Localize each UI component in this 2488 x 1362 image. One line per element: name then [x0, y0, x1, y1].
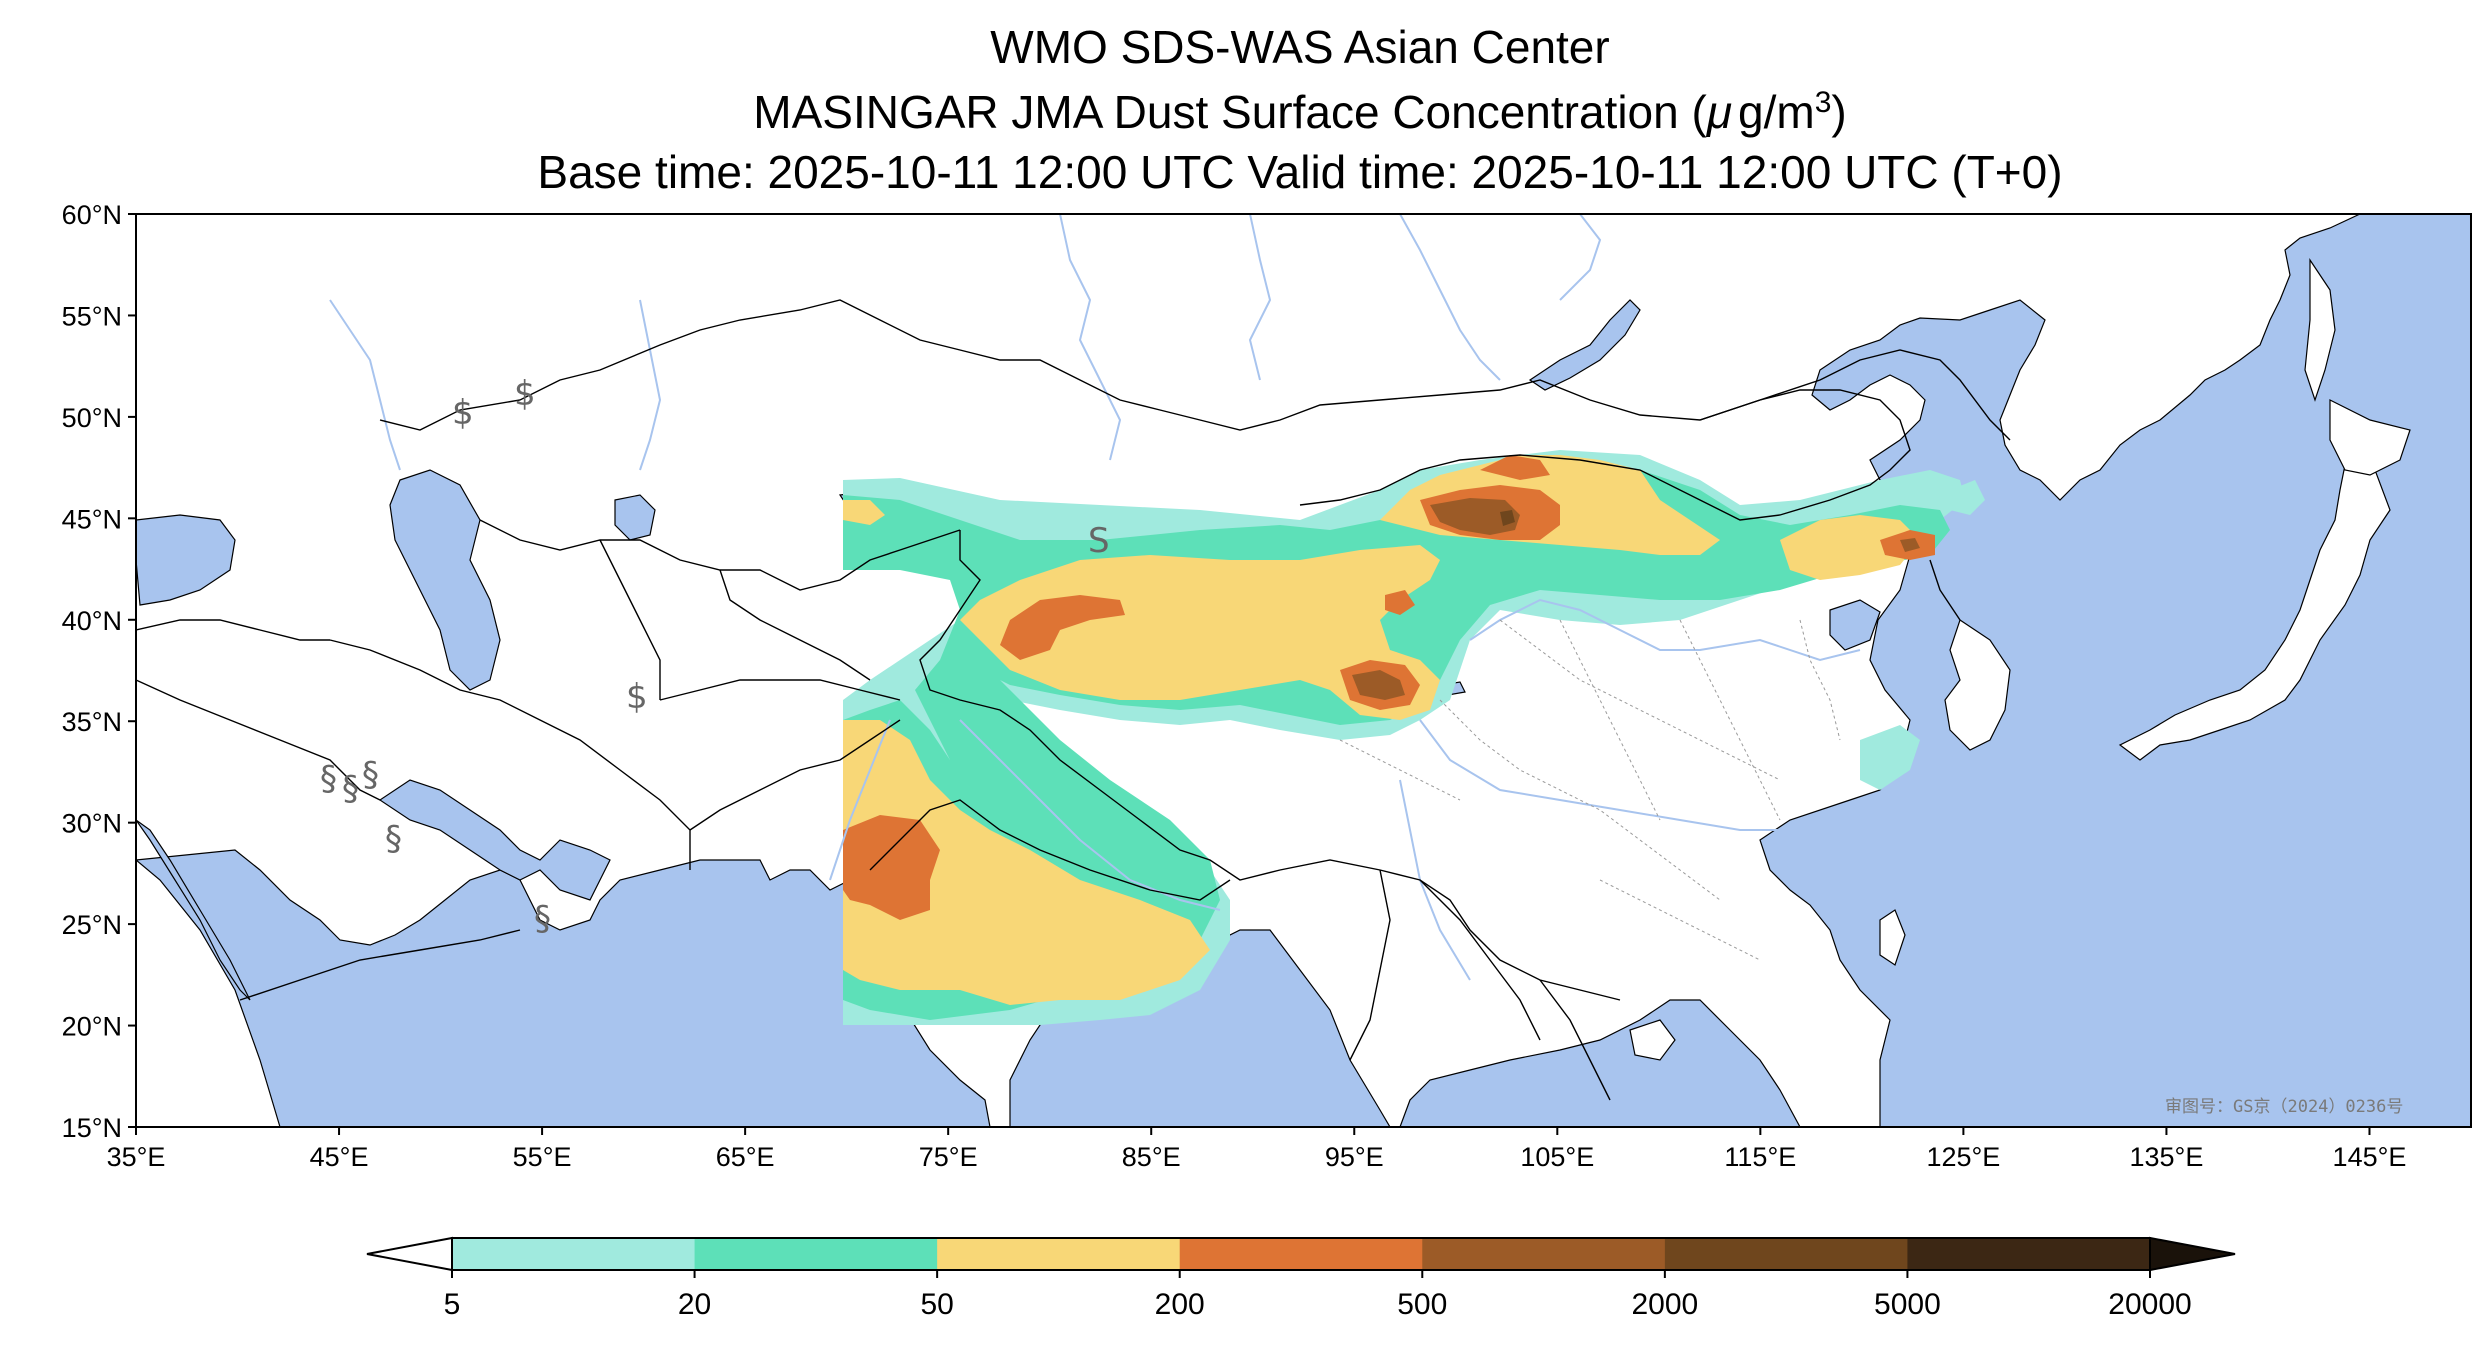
latitude-axis: 60°N 55°N 50°N 45°N 40°N 35°N 30°N 25°N 20°N 15°N — [62, 200, 136, 1143]
svg-text:$: $ — [514, 374, 536, 414]
pakistan-border — [689, 719, 901, 831]
lat-tick-label: 40°N — [62, 606, 122, 636]
province-borders — [1339, 619, 1841, 961]
persian-gulf — [378, 779, 611, 901]
lon-tick-label: 125°E — [1926, 1142, 2000, 1172]
lat-tick-label: 35°N — [62, 707, 122, 737]
lon-tick-label: 105°E — [1520, 1142, 1594, 1172]
svg-text:§: § — [362, 755, 379, 795]
colorbar-extend-high — [2149, 1236, 2236, 1272]
review-number: 审图号：GS京（2024）0236号 — [2165, 1097, 2403, 1117]
korea — [1944, 619, 2011, 751]
seasia-borders — [1349, 869, 1611, 1101]
korea-border — [1929, 559, 1961, 621]
arabia-south-border — [239, 929, 521, 1001]
taiwan — [1879, 909, 1906, 966]
colorbar-segment — [1179, 1238, 1423, 1270]
sakhalin — [2304, 258, 2336, 402]
colorbar-segment — [694, 1238, 938, 1270]
lat-tick-label: 60°N — [62, 200, 122, 230]
lon-tick-label: 45°E — [310, 1142, 369, 1172]
colorbar-extend-low — [366, 1236, 453, 1272]
lon-tick-label: 115°E — [1724, 1142, 1796, 1172]
map-frame — [135, 213, 2472, 1128]
colorbar-tick-label: 50 — [920, 1288, 953, 1321]
caspian-sea — [389, 469, 501, 691]
colorbar-segment — [1664, 1238, 1908, 1270]
svg-text:§: § — [342, 769, 359, 809]
longitude-axis: 35°E 45°E 55°E 65°E 75°E 85°E 95°E 105°E 115°E 12… — [107, 1127, 2407, 1172]
colorbar-segment — [1422, 1238, 1666, 1270]
lat-tick-label: 50°N — [62, 403, 122, 433]
mongolia-border — [1299, 389, 1911, 521]
china-west-border — [919, 530, 1621, 1001]
lon-tick-label: 35°E — [107, 1142, 166, 1172]
russia-south-border — [379, 299, 2011, 441]
india-border — [869, 799, 1231, 901]
colorbar-tick-label: 20 — [678, 1288, 711, 1321]
lat-tick-label: 55°N — [62, 301, 122, 331]
colorbar-outline — [451, 1237, 2151, 1271]
lon-tick-label: 65°E — [716, 1142, 775, 1172]
colorbar-tick-label: 20000 — [2108, 1288, 2191, 1321]
turkey-border — [136, 619, 330, 641]
colorbar-tick-label: 200 — [1155, 1288, 1205, 1321]
colorbar-tick-label: 5 — [444, 1288, 461, 1321]
red-sea — [136, 819, 251, 1001]
svg-text:§: § — [320, 759, 337, 799]
lat-tick-label: 30°N — [62, 809, 122, 839]
bohai-sea — [1829, 599, 1881, 651]
svg-text:§: § — [534, 899, 551, 939]
svg-text:S: S — [1088, 521, 1110, 561]
lon-tick-label: 85°E — [1122, 1142, 1181, 1172]
arabia-border — [136, 679, 381, 801]
lon-tick-label: 95°E — [1325, 1142, 1384, 1172]
map-area: $ $ $ S § § § § § — [136, 214, 2471, 1127]
dust-level-5-east — [1860, 480, 1985, 790]
colorbar-tick-label: 500 — [1397, 1288, 1447, 1321]
iran-border — [329, 639, 691, 870]
lon-tick-label: 135°E — [2130, 1142, 2204, 1172]
lon-tick-label: 145°E — [2333, 1142, 2407, 1172]
colorbar-segment — [1907, 1238, 2151, 1270]
afghanistan-border — [659, 679, 901, 701]
dust-level-50 — [843, 455, 1920, 1005]
ocean-layer — [136, 214, 2471, 1127]
svg-text:§: § — [385, 819, 402, 859]
map-glyph-marks: $ $ $ S § § § § § — [320, 374, 1110, 939]
lon-tick-label: 75°E — [919, 1142, 978, 1172]
svg-text:$: $ — [626, 677, 648, 717]
title-line-2: MASINGAR JMA Dust Surface Concentration … — [753, 86, 1846, 139]
lat-tick-label: 25°N — [62, 910, 122, 940]
lat-tick-label: 20°N — [62, 1012, 122, 1042]
lat-tick-label: 15°N — [62, 1113, 122, 1143]
colorbar-segment — [452, 1238, 696, 1270]
colorbar-tick-label: 2000 — [1631, 1288, 1698, 1321]
aral-sea — [614, 494, 656, 541]
dust-level-2000 — [1500, 510, 1515, 526]
title-line-1: WMO SDS-WAS Asian Center — [990, 21, 1609, 73]
lat-tick-label: 45°N — [62, 504, 122, 534]
border-layer — [136, 299, 2011, 1101]
kazakhstan-south-border — [479, 519, 961, 591]
lake-baikal — [1528, 299, 1641, 391]
svg-text:$: $ — [452, 393, 474, 433]
central-asia-borders — [599, 539, 871, 700]
hokkaido — [2329, 399, 2411, 476]
colorbar-segment — [937, 1238, 1181, 1270]
colorbar: 5 20 50 200 500 2000 5000 20000 — [366, 1236, 2236, 1321]
hainan — [1629, 1019, 1676, 1061]
black-sea — [136, 514, 236, 606]
lon-tick-label: 55°E — [513, 1142, 572, 1172]
title-line-3: Base time: 2025-10-11 12:00 UTC Valid ti… — [537, 146, 2062, 198]
colorbar-tick-label: 5000 — [1874, 1288, 1941, 1321]
